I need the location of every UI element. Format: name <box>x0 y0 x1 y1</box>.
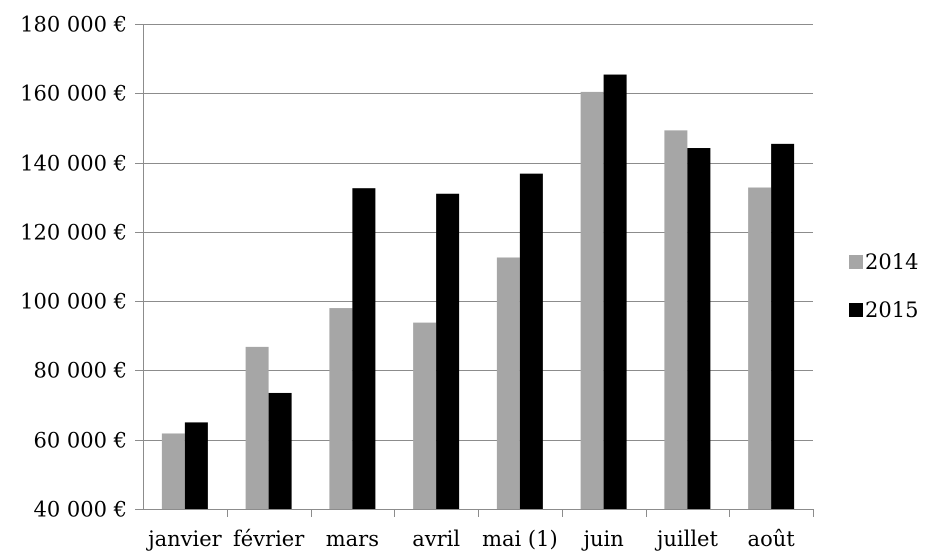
gridlines <box>143 24 813 441</box>
bar-2015-février <box>268 392 292 509</box>
legend-swatch <box>849 255 863 269</box>
y-tick-label: 180 000 € <box>20 13 127 37</box>
y-tick-label: 100 000 € <box>20 290 127 314</box>
legend-label: 2014 <box>865 250 918 274</box>
axes <box>135 24 814 517</box>
y-tick-label: 60 000 € <box>33 429 127 453</box>
x-tick-label: mai (1) <box>482 527 558 551</box>
y-tick-label: 140 000 € <box>20 152 127 176</box>
x-tick-label: février <box>233 527 305 551</box>
x-tick-label: juillet <box>654 527 719 551</box>
bar-2014-février <box>245 346 269 509</box>
bar-2015-janvier <box>184 422 208 509</box>
bar-2014-avril <box>413 322 437 509</box>
bar-2014-mai (1) <box>496 257 520 509</box>
bar-2015-mai (1) <box>519 173 543 509</box>
bar-2014-juin <box>580 91 604 510</box>
bars <box>161 74 795 510</box>
tick-labels: 40 000 € 60 000 € 80 000 € 100 000 € 120 000… <box>20 13 795 552</box>
bar-2015-août <box>771 143 795 509</box>
y-tick-label: 40 000 € <box>33 498 127 522</box>
y-tick-label: 80 000 € <box>33 359 127 383</box>
bar-2015-juin <box>603 74 627 509</box>
legend-label: 2015 <box>865 298 918 322</box>
x-tick-label: juin <box>580 527 623 551</box>
bar-2014-juillet <box>664 130 688 509</box>
legend-swatch <box>849 303 863 317</box>
x-tick-label: avril <box>412 527 460 551</box>
bar-2014-mars <box>329 308 353 509</box>
y-tick-label: 160 000 € <box>20 82 127 106</box>
bar-2014-août <box>748 187 772 509</box>
bar-2015-avril <box>436 193 460 509</box>
x-tick-label: août <box>748 527 796 551</box>
bar-2015-mars <box>352 188 376 509</box>
x-tick-label: mars <box>326 527 379 551</box>
legend: 2014 2015 <box>849 250 918 322</box>
x-tick-label: janvier <box>145 527 223 551</box>
y-tick-label: 120 000 € <box>20 221 127 245</box>
bar-2014-janvier <box>161 433 185 509</box>
bar-2015-juillet <box>687 148 711 509</box>
